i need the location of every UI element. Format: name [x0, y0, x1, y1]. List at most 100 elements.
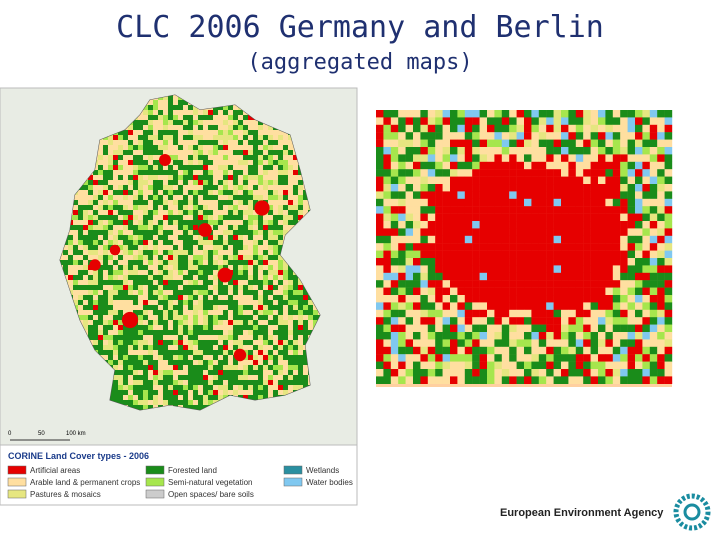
land-cell [103, 340, 108, 345]
berlin-cell [546, 369, 554, 377]
berlin-cell [516, 280, 525, 288]
land-cell [228, 370, 233, 375]
berlin-cell [516, 184, 525, 192]
berlin-cell [420, 332, 428, 340]
berlin-cell [553, 139, 562, 148]
land-cell [293, 200, 298, 205]
land-cell [133, 255, 138, 260]
land-cell [283, 160, 288, 165]
berlin-cell [583, 198, 591, 207]
berlin-cell [546, 206, 554, 214]
land-cell [148, 225, 153, 230]
land-cell [168, 360, 173, 365]
berlin-cell [464, 169, 473, 177]
land-cell [238, 175, 243, 180]
land-cell [208, 295, 213, 300]
land-cell [218, 310, 223, 315]
berlin-cell [450, 132, 458, 140]
land-cell [178, 115, 183, 120]
land-cell [73, 215, 78, 220]
berlin-cell [590, 309, 599, 318]
land-cell [143, 195, 148, 200]
berlin-cell [516, 191, 525, 199]
land-cell [303, 370, 308, 375]
land-cell [208, 115, 213, 120]
berlin-cell [583, 361, 591, 370]
berlin-cell [524, 169, 532, 177]
land-cell [188, 205, 193, 210]
land-cell [243, 295, 248, 300]
berlin-cell [509, 243, 517, 251]
land-cell [123, 205, 128, 210]
land-cell [128, 355, 133, 360]
land-cell [293, 365, 298, 370]
berlin-cell [494, 110, 502, 118]
land-cell [208, 130, 213, 135]
berlin-cell [494, 346, 502, 355]
land-cell [213, 315, 218, 320]
berlin-cell [413, 324, 421, 333]
land-cell [188, 405, 193, 410]
land-cell [128, 260, 133, 265]
land-cell [213, 350, 218, 355]
berlin-cell [605, 124, 613, 133]
land-cell [158, 350, 163, 355]
berlin-cell [435, 250, 443, 259]
land-cell [143, 230, 148, 235]
berlin-cell [442, 250, 451, 259]
berlin-cell [405, 332, 414, 340]
land-cell [158, 135, 163, 140]
land-cell [183, 290, 188, 295]
land-cell [128, 340, 133, 345]
berlin-cell [575, 154, 584, 162]
land-cell [268, 200, 273, 205]
berlin-cell [664, 184, 673, 192]
berlin-cell [605, 346, 613, 355]
land-cell [158, 100, 163, 105]
berlin-cell [524, 309, 532, 318]
land-cell [173, 395, 178, 400]
berlin-cell [494, 154, 502, 162]
land-cell [128, 190, 133, 195]
land-cell [123, 340, 128, 345]
berlin-cell [583, 369, 591, 377]
land-cell [158, 165, 163, 170]
land-cell [158, 310, 163, 315]
land-cell [223, 335, 228, 340]
land-cell [258, 185, 263, 190]
land-cell [118, 260, 123, 265]
land-cell [128, 395, 133, 400]
land-cell [288, 205, 293, 210]
berlin-cell [398, 339, 406, 347]
land-cell [138, 195, 143, 200]
land-cell [233, 110, 238, 115]
land-cell [178, 350, 183, 355]
land-cell [123, 265, 128, 270]
berlin-cell [487, 110, 495, 118]
land-cell [178, 310, 183, 315]
berlin-cell [642, 154, 650, 162]
land-cell [163, 395, 168, 400]
land-cell [248, 255, 253, 260]
berlin-cell [620, 287, 628, 296]
land-cell [128, 210, 133, 215]
land-cell [268, 125, 273, 130]
land-cell [193, 120, 198, 125]
land-cell [203, 345, 208, 350]
land-cell [108, 165, 113, 170]
land-cell [103, 285, 108, 290]
berlin-cell [524, 369, 532, 377]
land-cell [288, 330, 293, 335]
land-cell [133, 305, 138, 310]
land-cell [278, 210, 283, 215]
berlin-cell [538, 184, 547, 192]
land-cell [278, 345, 283, 350]
berlin-cell [516, 139, 525, 148]
land-cell [283, 185, 288, 190]
land-cell [118, 370, 123, 375]
berlin-cell [427, 221, 436, 229]
land-cell [208, 135, 213, 140]
land-cell [213, 330, 218, 335]
land-cell [163, 325, 168, 330]
land-cell [163, 150, 168, 155]
